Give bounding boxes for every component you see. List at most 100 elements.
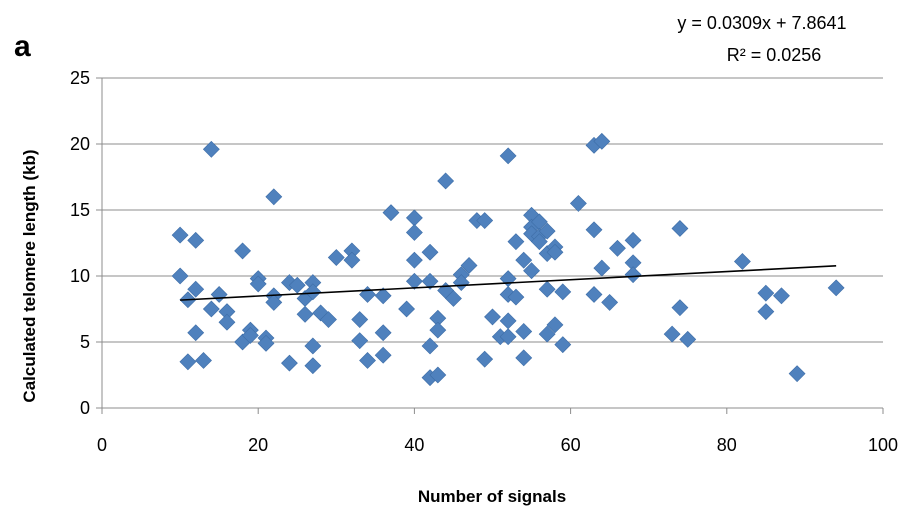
axes xyxy=(96,77,884,414)
data-point xyxy=(460,257,478,274)
data-point xyxy=(241,326,259,344)
tick-labels: 0 5 10 15 20 25 0 20 40 60 80 100 xyxy=(70,68,898,455)
data-point xyxy=(351,311,369,328)
data-point xyxy=(405,272,423,290)
data-point xyxy=(538,222,556,240)
data-point xyxy=(437,172,455,190)
data-point xyxy=(452,274,470,292)
gridlines xyxy=(102,77,883,343)
data-point xyxy=(663,325,681,343)
data-point xyxy=(554,283,572,301)
trendline-equation: y = 0.0309x + 7.8641 xyxy=(677,13,846,33)
data-point xyxy=(593,259,611,277)
data-point xyxy=(187,324,205,342)
data-point xyxy=(405,251,423,269)
data-point xyxy=(351,332,369,350)
data-point xyxy=(484,308,501,326)
data-point xyxy=(218,313,236,331)
data-point xyxy=(421,243,439,261)
data-point xyxy=(374,324,392,342)
data-point xyxy=(546,316,564,334)
data-point xyxy=(202,300,220,318)
data-point xyxy=(554,336,572,354)
data-point xyxy=(757,303,775,321)
data-point xyxy=(601,293,619,311)
data-point xyxy=(429,366,447,384)
data-point xyxy=(171,226,189,244)
data-point xyxy=(530,233,548,251)
data-point xyxy=(187,280,205,298)
x-tick-label: 80 xyxy=(717,435,737,455)
data-point xyxy=(359,352,376,369)
data-point xyxy=(515,251,533,269)
data-point xyxy=(296,305,314,323)
data-point xyxy=(733,253,751,270)
data-point xyxy=(671,299,689,317)
data-point xyxy=(265,293,283,311)
data-point xyxy=(585,286,603,303)
data-point xyxy=(179,353,197,371)
data-point xyxy=(523,262,540,280)
data-point xyxy=(343,251,361,269)
data-point xyxy=(757,284,775,302)
data-point xyxy=(507,288,525,306)
data-point xyxy=(538,280,556,298)
data-point xyxy=(249,275,267,293)
data-point xyxy=(609,239,626,257)
data-point xyxy=(476,350,494,368)
data-point xyxy=(359,286,376,303)
data-point xyxy=(499,147,517,165)
data-point xyxy=(569,194,587,212)
data-point xyxy=(499,270,517,288)
data-point xyxy=(171,267,189,285)
data-point xyxy=(210,286,228,303)
data-point xyxy=(788,365,806,383)
data-point xyxy=(304,283,322,301)
y-tick-label: 15 xyxy=(70,200,90,220)
data-point xyxy=(187,231,205,249)
data-point xyxy=(421,337,439,355)
data-point xyxy=(624,266,642,284)
y-tick-label: 25 xyxy=(70,68,90,88)
data-point xyxy=(304,337,322,355)
data-point xyxy=(257,334,275,352)
y-tick-label: 5 xyxy=(80,332,90,352)
data-point xyxy=(499,328,517,346)
data-point xyxy=(405,209,423,227)
data-point xyxy=(507,233,525,251)
data-point xyxy=(585,221,603,239)
data-point xyxy=(624,231,642,249)
data-point xyxy=(773,287,790,305)
data-point xyxy=(195,352,212,369)
data-point xyxy=(679,330,697,348)
data-point xyxy=(671,220,689,237)
y-tick-label: 10 xyxy=(70,266,90,286)
data-point xyxy=(593,132,611,150)
data-point xyxy=(234,242,252,260)
data-point xyxy=(827,279,845,297)
data-point xyxy=(320,311,337,328)
data-point xyxy=(327,249,345,266)
data-point xyxy=(398,300,416,318)
data-point xyxy=(515,323,533,340)
data-point xyxy=(421,272,439,290)
y-tick-label: 0 xyxy=(80,398,90,418)
data-point xyxy=(515,349,533,367)
y-axis-title: Calculated telomere length (kb) xyxy=(20,149,39,402)
data-point xyxy=(499,312,517,330)
data-points xyxy=(171,132,845,387)
data-point xyxy=(476,212,494,229)
data-point xyxy=(374,287,392,305)
x-axis-title: Number of signals xyxy=(418,487,566,506)
data-point xyxy=(546,243,564,261)
data-point xyxy=(382,204,400,222)
x-tick-label: 60 xyxy=(561,435,581,455)
data-point xyxy=(281,354,298,372)
data-point xyxy=(445,290,462,307)
data-point xyxy=(405,224,423,241)
data-point xyxy=(374,346,392,364)
data-point xyxy=(265,188,283,206)
data-point xyxy=(538,325,556,343)
